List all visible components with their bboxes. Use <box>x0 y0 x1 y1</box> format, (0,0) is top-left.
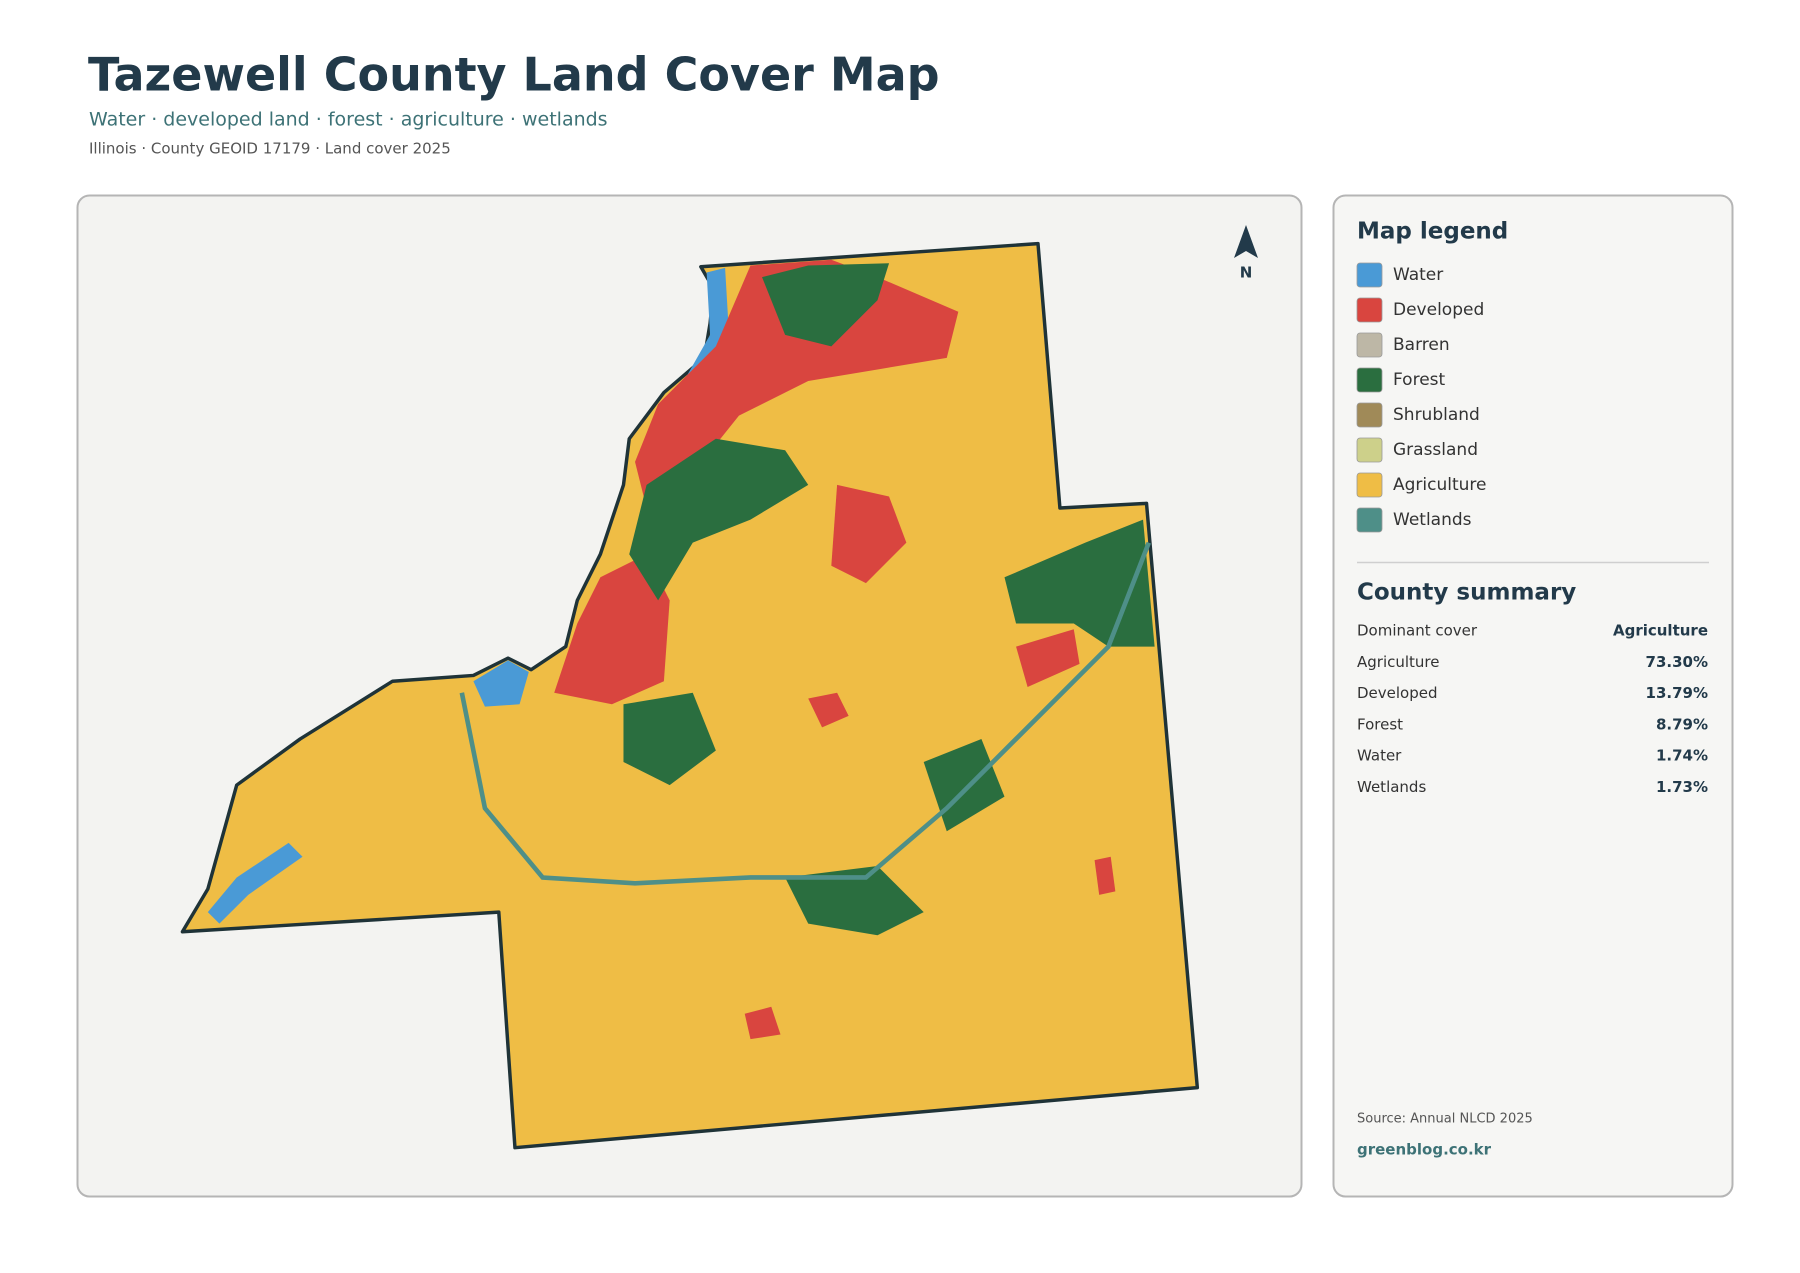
summary-label: Water <box>1357 747 1402 765</box>
legend-label: Wetlands <box>1393 510 1472 530</box>
developed-area <box>1094 856 1116 895</box>
water-area <box>671 267 730 407</box>
legend-title: Map legend <box>1357 219 1508 245</box>
developed-area <box>554 554 670 705</box>
developed-area <box>808 692 849 728</box>
legend-swatch <box>1356 297 1383 323</box>
summary-value: 8.79% <box>1656 715 1708 733</box>
legend-panel <box>1332 194 1734 1198</box>
legend-swatch <box>1356 367 1383 393</box>
legend-label: Shrubland <box>1393 405 1480 425</box>
legend-label: Grassland <box>1393 440 1478 460</box>
forest-area <box>629 438 809 601</box>
summary-label: Forest <box>1357 715 1403 733</box>
legend-label: Barren <box>1393 335 1450 355</box>
developed-area <box>744 1006 781 1040</box>
legend-swatch <box>1356 262 1383 288</box>
title: Tazewell County Land Cover Map <box>88 48 940 102</box>
developed-area <box>1016 629 1080 687</box>
legend-label: Water <box>1393 265 1443 285</box>
water-area <box>207 842 303 924</box>
legend-label: Developed <box>1393 300 1484 320</box>
legend-swatch <box>1356 437 1383 463</box>
forest-area <box>762 263 890 347</box>
county-map <box>180 241 1200 1150</box>
meta: Illinois · County GEOID 17179 · Land cov… <box>89 140 451 158</box>
summary-value: Agriculture <box>1613 622 1708 640</box>
legend-label: Agriculture <box>1393 475 1487 495</box>
summary-value: 73.30% <box>1646 653 1708 671</box>
water-area <box>473 660 529 707</box>
legend-swatch <box>1356 332 1383 358</box>
developed-area <box>635 259 959 509</box>
summary-label: Agriculture <box>1357 653 1440 671</box>
forest-area <box>785 865 924 936</box>
north-arrow: N <box>1234 225 1258 282</box>
subtitle: Water · developed land · forest · agricu… <box>89 109 608 131</box>
north-arrow-icon <box>1234 225 1258 258</box>
forest-area <box>623 692 716 786</box>
source: Source: Annual NLCD 2025 <box>1357 1112 1533 1127</box>
legend-label: Forest <box>1393 370 1446 390</box>
forest-area <box>1004 519 1155 647</box>
summary-value: 13.79% <box>1646 684 1708 702</box>
summary-value: 1.73% <box>1656 778 1708 796</box>
summary-value: 1.74% <box>1656 747 1708 765</box>
north-label: N <box>1240 264 1253 282</box>
summary-title: County summary <box>1357 580 1576 606</box>
river <box>459 541 1151 886</box>
summary-label: Developed <box>1357 684 1438 702</box>
legend-swatch <box>1356 472 1383 498</box>
site-link[interactable]: greenblog.co.kr <box>1357 1141 1492 1159</box>
developed-area <box>831 484 907 584</box>
summary-label: Dominant cover <box>1357 622 1478 640</box>
legend-swatch <box>1356 507 1383 533</box>
summary-label: Wetlands <box>1357 778 1426 796</box>
legend-swatch <box>1356 402 1383 428</box>
